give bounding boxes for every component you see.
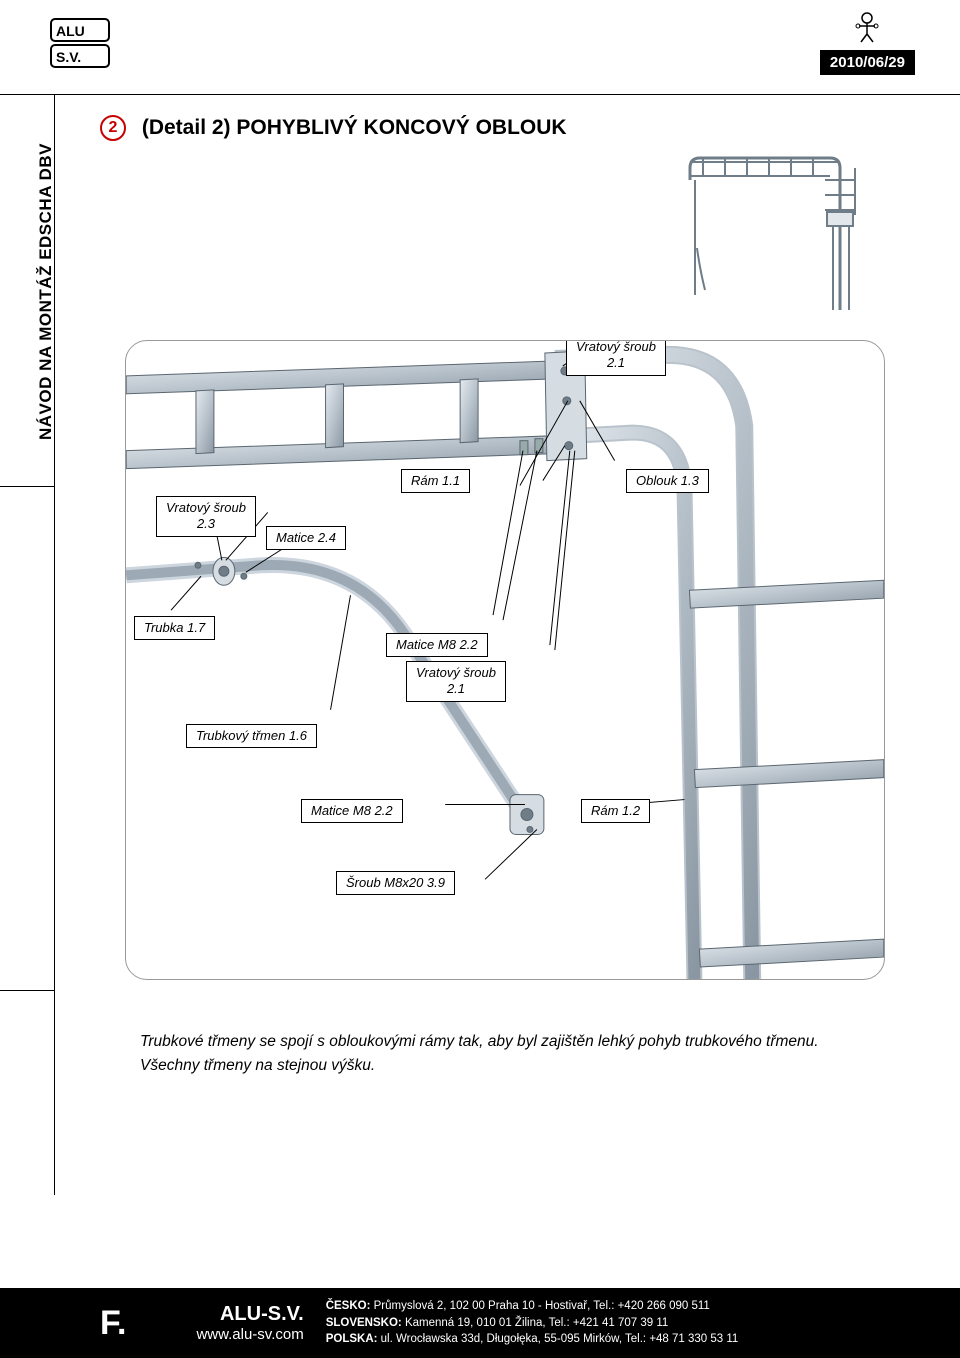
callout-matice-m8-22b: Matice M8 2.2 xyxy=(301,799,403,823)
footer-letter: F. xyxy=(100,1304,126,1343)
body-text: Trubkové třmeny se spojí s obloukovými r… xyxy=(140,1030,880,1078)
side-tick xyxy=(0,990,54,991)
body-p2: Všechny třmeny na stejnou výšku. xyxy=(140,1054,880,1078)
sidebar-title: NÁVOD NA MONTÁŽ EDSCHA DBV xyxy=(36,143,56,440)
footer-contacts: ČESKO: Průmyslová 2, 102 00 Praha 10 - H… xyxy=(326,1298,739,1348)
callout-matice-m8-22a: Matice M8 2.2 xyxy=(386,633,488,657)
callout-vratovy-sroub-23: Vratový šroub 2.3 xyxy=(156,496,256,537)
footer-slovensko-label: SLOVENSKO: xyxy=(326,1317,402,1329)
brand-logo: ALU S.V. xyxy=(50,18,110,68)
footer-url: www.alu-sv.com xyxy=(196,1326,303,1343)
section-heading: 2 (Detail 2) POHYBLIVÝ KONCOVÝ OBLOUK xyxy=(100,115,567,141)
callout-ram-11: Rám 1.1 xyxy=(401,469,470,493)
section-title-text: (Detail 2) POHYBLIVÝ KONCOVÝ OBLOUK xyxy=(142,116,567,139)
callout-trubka-17: Trubka 1.7 xyxy=(134,616,215,640)
mascot-icon xyxy=(849,8,885,44)
callout-vratovy-sroub-21b: Vratový šroub 2.1 xyxy=(406,661,506,702)
section-number: 2 xyxy=(100,115,126,141)
footer-polska: ul. Wrocławska 33d, Długołęka, 55-095 Mi… xyxy=(377,1333,738,1345)
callout-matice-24: Matice 2.4 xyxy=(266,526,346,550)
footer-brand-name: ALU-S.V. xyxy=(196,1303,303,1326)
footer-cesko: Průmyslová 2, 102 00 Praha 10 - Hostivař… xyxy=(370,1300,709,1312)
footer-polska-label: POLSKA: xyxy=(326,1333,378,1345)
footer-cesko-label: ČESKO: xyxy=(326,1300,371,1312)
callout-vratovy-sroub-21a: Vratový šroub 2.1 xyxy=(566,340,666,376)
callout-oblouk-13: Oblouk 1.3 xyxy=(626,469,709,493)
page-footer: F. ALU-S.V. www.alu-sv.com ČESKO: Průmys… xyxy=(0,1288,960,1358)
callout-sroub-m8x20: Šroub M8x20 3.9 xyxy=(336,871,455,895)
side-tick xyxy=(0,486,54,487)
callout-ram-12: Rám 1.2 xyxy=(581,799,650,823)
svg-text:S.V.: S.V. xyxy=(56,49,81,65)
page-header: ALU S.V. 2010/06/29 xyxy=(0,0,960,95)
svg-text:ALU: ALU xyxy=(56,23,85,39)
detail-diagram: Vratový šroub 2.1 Rám 1.1 Oblouk 1.3 Vra… xyxy=(125,340,885,980)
callout-trubkovy-trmen-16: Trubkový třmen 1.6 xyxy=(186,724,317,748)
footer-brand: ALU-S.V. www.alu-sv.com xyxy=(196,1303,303,1343)
assembly-thumbnail xyxy=(655,140,875,320)
header-date: 2010/06/29 xyxy=(820,50,915,75)
footer-slovensko: Kamenná 19, 010 01 Žilina, Tel.: +421 41… xyxy=(402,1317,669,1329)
body-p1: Trubkové třmeny se spojí s obloukovými r… xyxy=(140,1030,880,1054)
